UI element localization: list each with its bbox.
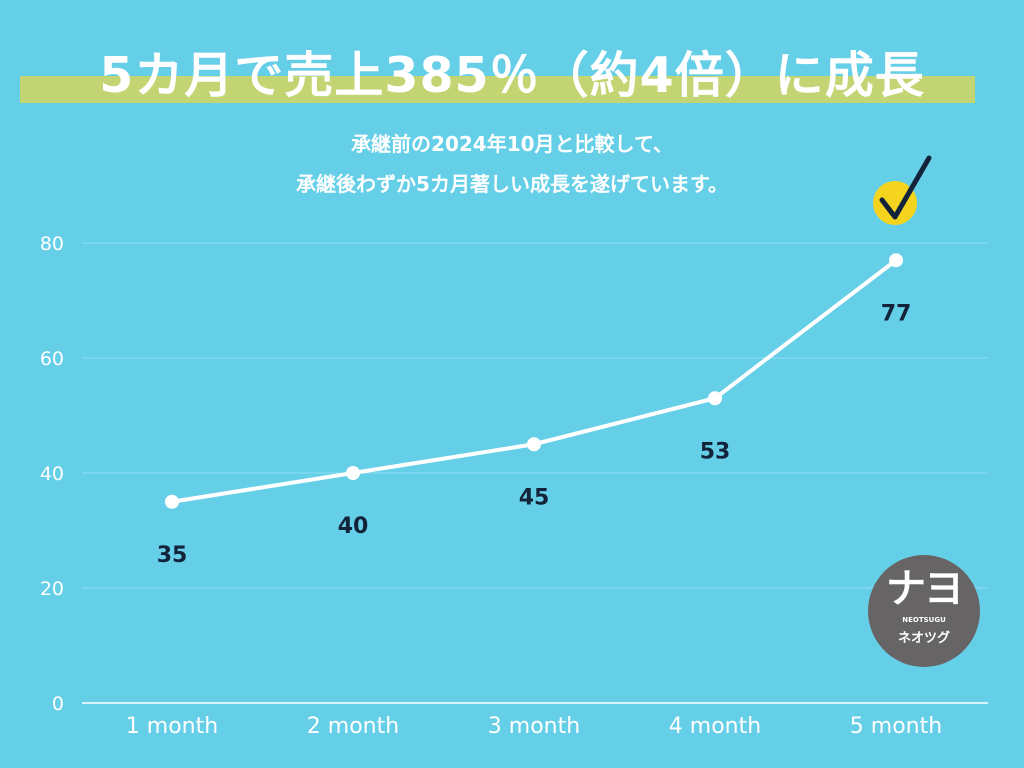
x-tick-label: 1 month [126, 714, 218, 739]
logo-mark: ナヨ [886, 566, 964, 612]
data-point [346, 466, 360, 480]
data-label: 40 [338, 514, 369, 539]
data-label: 53 [700, 439, 731, 464]
data-label: 45 [519, 485, 550, 510]
series-line-layer [170, 258, 898, 504]
data-label: 35 [157, 543, 188, 568]
data-point [165, 494, 179, 509]
check-badge-icon [873, 155, 932, 225]
title-highlight-band [20, 76, 975, 103]
data-point [527, 437, 541, 452]
x-tick-label: 4 month [669, 714, 761, 739]
series-line [170, 258, 898, 504]
data-points [165, 253, 903, 509]
data-point [708, 391, 722, 406]
x-tick-label: 3 month [488, 714, 580, 739]
y-tick-label: 80 [40, 233, 64, 255]
data-point [889, 253, 903, 268]
logo-roman-text: NEOTSUGU [902, 616, 946, 624]
y-tick-label: 60 [40, 348, 64, 370]
y-axis-ticks: 0 20 40 60 80 [40, 233, 64, 715]
subtitle-line-2: 承継後わずか5カ月著しい成長を遂げています。 [296, 172, 728, 196]
neotsugu-logo: ナヨ NEOTSUGU ネオツグ [868, 555, 980, 667]
y-tick-label: 0 [52, 693, 64, 715]
data-label: 77 [881, 301, 912, 326]
subtitle-line-1: 承継前の2024年10月と比較して、 [351, 132, 673, 156]
y-tick-label: 40 [40, 463, 64, 485]
logo-kana-text: ネオツグ [897, 631, 950, 646]
x-tick-label: 2 month [307, 714, 399, 739]
x-axis-ticks: 1 month 2 month 3 month 4 month 5 month [126, 714, 942, 739]
gridlines [82, 242, 988, 704]
data-labels: 35 40 45 53 77 [157, 301, 912, 568]
page-title: 5カ月で売上385％（約4倍）に成長 [99, 47, 925, 104]
x-tick-label: 5 month [850, 714, 942, 739]
y-tick-label: 20 [40, 578, 64, 600]
